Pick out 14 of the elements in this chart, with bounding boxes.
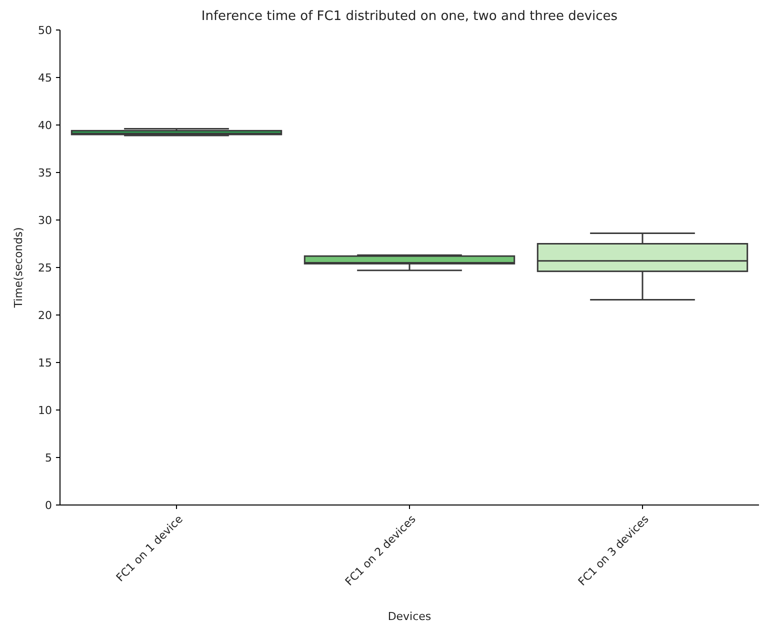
y-tick-label: 35 [38, 166, 52, 180]
y-tick-label: 20 [38, 308, 52, 322]
chart-title: Inference time of FC1 distributed on one, two and three devices [201, 9, 618, 24]
y-tick-label: 40 [38, 118, 52, 132]
y-tick-label: 30 [38, 214, 52, 227]
x-axis-title: Devices [388, 610, 432, 623]
y-axis-title: Time(seconds) [12, 227, 25, 309]
y-tick-label: 10 [38, 404, 52, 417]
y-tick-label: 15 [38, 356, 52, 370]
y-tick-label: 45 [38, 71, 52, 84]
y-tick-label: 0 [45, 498, 52, 512]
y-tick-label: 50 [38, 24, 52, 37]
y-tick-label: 25 [38, 261, 52, 274]
y-tick-label: 5 [45, 451, 52, 464]
